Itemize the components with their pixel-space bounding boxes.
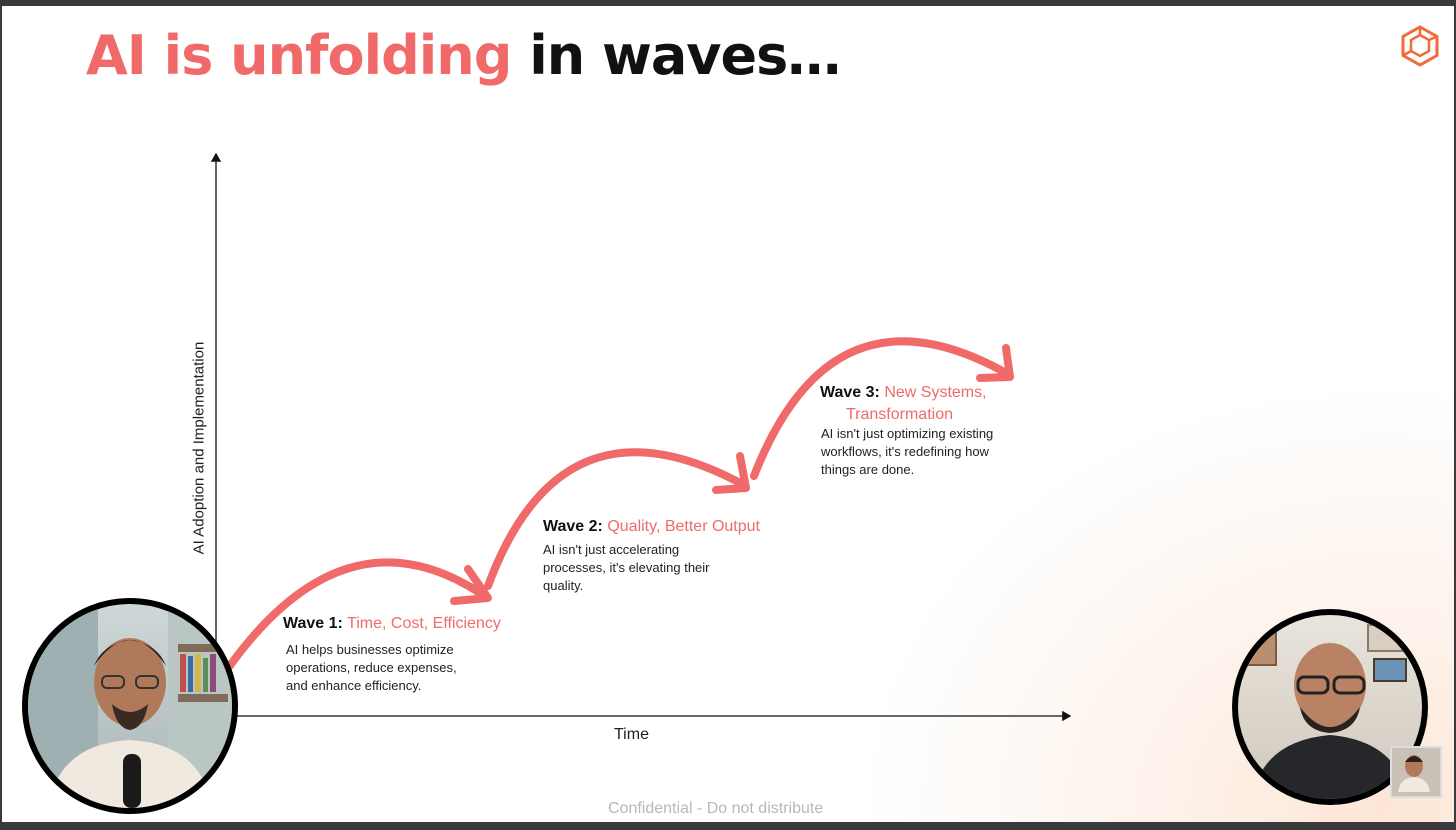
wave-3-arrow (750, 337, 1010, 480)
confidential-footer: Confidential - Do not distribute (608, 800, 824, 817)
wave-2-label: Wave 2: (543, 518, 603, 535)
wave-2-desc-line: processes, it's elevating their (543, 560, 710, 575)
wave-3-arrowhead (976, 344, 1014, 382)
wave-2-theme: Quality, Better Output (607, 518, 760, 535)
slide-title: AI is unfolding in waves… (86, 20, 841, 92)
wave-3-desc-line: workflows, it's redefining how (821, 444, 989, 459)
slide-title-rest: in waves… (511, 24, 841, 87)
wave-2-desc-line: AI isn't just accelerating (543, 542, 680, 557)
wave-1-theme: Time, Cost, Efficiency (347, 615, 501, 632)
speaker-left-video[interactable] (22, 598, 238, 814)
wave-1-description: AI helps businesses optimize operations,… (286, 641, 457, 695)
wave-1-label: Wave 1: (283, 615, 343, 632)
wave-1-desc-line: and enhance efficiency. (286, 678, 422, 693)
y-axis-label: AI Adoption and Implementation (190, 341, 208, 555)
presentation-slide: AI is unfolding in waves… AI Adoption an… (2, 6, 1454, 822)
wave-2-desc-line: quality. (543, 578, 584, 593)
wave-1-arrow (220, 558, 484, 678)
wave-3-label: Wave 3: (820, 384, 880, 401)
person-avatar-icon (1247, 624, 1408, 799)
waves-chart (210, 152, 1072, 722)
wave-2-arrowhead (712, 452, 750, 494)
wave-1-title: Wave 1: Time, Cost, Efficiency (283, 613, 501, 635)
person-avatar-icon (1398, 755, 1430, 792)
wave-2-title: Wave 2: Quality, Better Output (543, 516, 760, 538)
wave-1-desc-line: operations, reduce expenses, (286, 660, 457, 675)
wave-3-description: AI isn't just optimizing existing workfl… (821, 425, 993, 479)
wave-1-arrowhead (450, 565, 492, 605)
wave-1-desc-line: AI helps businesses optimize (286, 642, 454, 657)
wave-3-desc-line: AI isn't just optimizing existing (821, 426, 994, 441)
wave-3-title-cont: Transformation (846, 404, 953, 426)
slide-title-highlight: AI is unfolding (86, 24, 512, 87)
person-avatar-icon (28, 604, 232, 808)
self-view-thumbnail[interactable] (1390, 746, 1442, 798)
wave-2-description: AI isn't just accelerating processes, it… (543, 541, 710, 595)
wave-3-theme-line-2: Transformation (846, 406, 953, 423)
x-axis-label: Time (614, 726, 649, 743)
wave-3-title: Wave 3: New Systems, (820, 382, 987, 404)
wave-3-theme-line-1: New Systems, (884, 384, 987, 401)
wave-3-desc-line: things are done. (821, 462, 915, 477)
hexagon-logo-icon (1401, 25, 1439, 67)
wave-2-arrow (484, 448, 748, 590)
